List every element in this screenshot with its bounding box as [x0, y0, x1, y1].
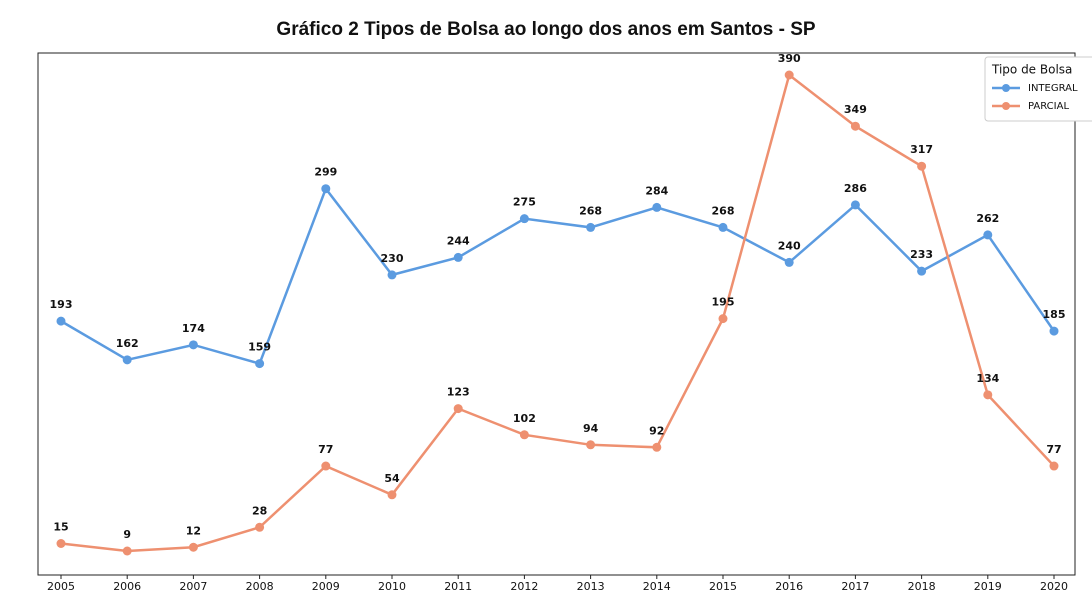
point [586, 222, 596, 232]
point [56, 539, 66, 549]
data-label: 349 [844, 103, 867, 116]
point [188, 542, 198, 552]
data-label: 240 [778, 239, 801, 252]
x-tick-label: 2009 [312, 580, 340, 592]
x-tick-label: 2006 [113, 580, 141, 592]
data-label: 77 [1046, 443, 1061, 456]
x-tick-label: 2019 [974, 580, 1002, 592]
point [519, 430, 529, 440]
point [586, 440, 596, 450]
legend-label: PARCIAL [1028, 101, 1069, 112]
data-label: 262 [976, 212, 999, 225]
point [1049, 461, 1059, 471]
chart-title: Gráfico 2 Tipos de Bolsa ao longo dos an… [276, 19, 815, 40]
series-line [60, 186, 1056, 366]
point [983, 230, 993, 240]
point [784, 70, 794, 80]
data-label: 244 [447, 234, 470, 247]
data-label: 195 [712, 296, 735, 309]
point [122, 355, 132, 365]
x-tick-label: 2010 [378, 580, 406, 592]
point [652, 202, 662, 212]
x-tick-label: 2015 [709, 580, 737, 592]
legend-label: INTEGRAL [1028, 83, 1078, 94]
data-label: 275 [513, 196, 536, 209]
point [453, 404, 463, 414]
x-tick-label: 2016 [775, 580, 803, 592]
data-label: 77 [318, 443, 333, 456]
x-tick-label: 2020 [1040, 580, 1068, 592]
point [983, 390, 993, 400]
data-label: 230 [381, 252, 404, 265]
x-tick-label: 2014 [643, 580, 671, 592]
data-label: 268 [579, 204, 602, 217]
plot-frame [37, 52, 1076, 576]
point [453, 252, 463, 262]
data-label: 134 [976, 372, 999, 385]
point [188, 340, 198, 350]
x-tick-label: 2007 [179, 580, 207, 592]
data-label: 390 [778, 52, 801, 65]
data-label: 317 [910, 143, 933, 156]
point [122, 546, 132, 556]
data-label: 92 [649, 424, 664, 437]
point [519, 214, 529, 224]
point [56, 316, 66, 326]
point [652, 442, 662, 452]
x-tick-label: 2018 [908, 580, 936, 592]
data-label: 12 [186, 524, 201, 537]
data-label: 193 [50, 298, 73, 311]
data-label: 185 [1043, 308, 1066, 321]
legend: Tipo de Bolsa INTEGRAL PARCIAL [984, 56, 1092, 122]
series-line [60, 72, 1055, 553]
data-label: 286 [844, 182, 867, 195]
legend-marker [1002, 84, 1010, 92]
point [321, 184, 331, 194]
x-tick-label: 2005 [47, 580, 75, 592]
x-tick-label: 2011 [444, 580, 472, 592]
data-label: 28 [252, 504, 267, 517]
x-tick-label: 2017 [841, 580, 869, 592]
data-label: 102 [513, 412, 536, 425]
point [784, 257, 794, 267]
point [255, 359, 265, 369]
point [850, 200, 860, 210]
x-tick-label: 2012 [510, 580, 538, 592]
point [387, 490, 397, 500]
data-label: 123 [447, 386, 470, 399]
data-label: 162 [116, 337, 139, 350]
point [850, 121, 860, 131]
point [718, 222, 728, 232]
data-label: 9 [123, 528, 131, 541]
point [917, 266, 927, 276]
data-label: 174 [182, 322, 205, 335]
point [1049, 326, 1059, 336]
data-label: 94 [583, 422, 599, 435]
point [255, 522, 265, 532]
point [387, 270, 397, 280]
data-label: 299 [314, 166, 337, 179]
x-tick-label: 2008 [246, 580, 274, 592]
data-label: 54 [384, 472, 400, 485]
point [718, 314, 728, 324]
point [917, 161, 927, 171]
data-label: 233 [910, 248, 933, 261]
legend-marker [1002, 102, 1010, 110]
x-tick-label: 2013 [577, 580, 605, 592]
data-label: 284 [645, 184, 668, 197]
data-label: 15 [53, 521, 68, 534]
data-label: 268 [712, 204, 735, 217]
legend-title: Tipo de Bolsa [991, 63, 1072, 77]
point [321, 461, 331, 471]
data-label: 159 [248, 341, 271, 354]
